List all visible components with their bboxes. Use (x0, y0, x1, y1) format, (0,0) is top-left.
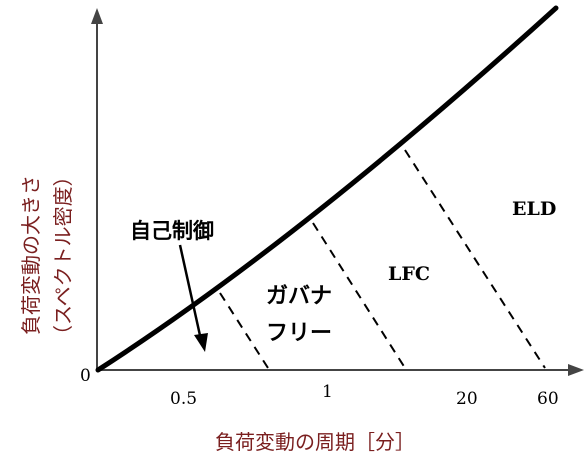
label-self-control: 自己制御 (130, 219, 214, 243)
arrow-head-icon (194, 333, 208, 352)
y-axis-label-line1: 負荷変動の大きさ (19, 175, 43, 335)
label-governor-free-1: ガバナ (266, 284, 332, 309)
boundary-eld (404, 149, 546, 369)
y-axis (91, 8, 103, 370)
label-governor-free-2: フリー (266, 321, 332, 346)
x-tick-1: 1 (322, 382, 333, 402)
x-tick-3: 60 (537, 389, 559, 409)
x-tick-0: 0.5 (170, 389, 197, 409)
label-eld: ELD (512, 198, 556, 220)
spectrum-curve (95, 5, 559, 373)
boundary-governor-free (219, 292, 269, 369)
x-axis (97, 364, 584, 376)
self-control-arrow (178, 244, 203, 341)
x-tick-2: 20 (456, 389, 478, 409)
origin-label: 0 (80, 366, 91, 386)
y-axis-label-line2: （スペクトル密度） (51, 166, 75, 345)
x-axis-label: 負荷変動の周期［分］ (215, 430, 415, 454)
label-lfc: LFC (388, 263, 430, 285)
boundary-lfc (312, 222, 406, 369)
